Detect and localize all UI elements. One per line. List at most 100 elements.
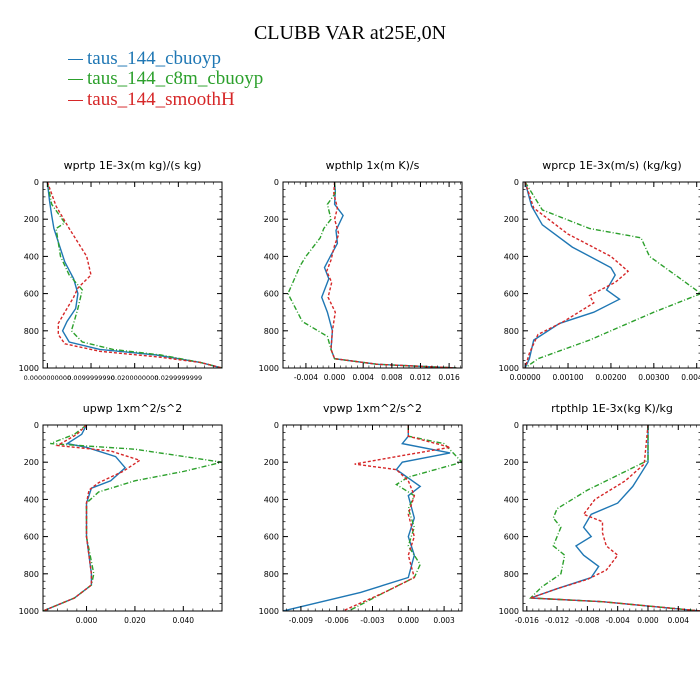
series-line-taus_144_c8m_cbuoyp bbox=[528, 425, 700, 611]
x-tick-label: 0.004 bbox=[352, 373, 374, 382]
subplot-1: wprtp 1E-3x(m kg)/(s kg) 0 200 400 600 800 100… bbox=[19, 159, 223, 382]
x-tick-label: -0.012 bbox=[545, 616, 569, 625]
y-tick-label: 400 bbox=[24, 252, 39, 261]
y-tick-label: 600 bbox=[264, 533, 279, 542]
series-line-taus_144_smoothH bbox=[530, 425, 700, 611]
series-line-taus_144_cbuoyp bbox=[283, 425, 451, 611]
x-tick-label: 0.0200000000 bbox=[111, 374, 159, 382]
y-tick-label: 200 bbox=[504, 215, 519, 224]
x-tick-label: 0.040 bbox=[173, 616, 195, 625]
series-line-taus_144_c8m_cbuoyp bbox=[43, 425, 222, 611]
y-tick-label: 400 bbox=[264, 495, 279, 504]
plot-frame bbox=[522, 424, 700, 612]
y-tick-label: 200 bbox=[24, 215, 39, 224]
series-line-taus_144_c8m_cbuoyp bbox=[46, 182, 222, 368]
y-tick-label: 200 bbox=[264, 215, 279, 224]
legend-label: taus_144_smoothH bbox=[87, 89, 235, 110]
plot-frame bbox=[42, 424, 223, 612]
y-tick-label: 1000 bbox=[259, 364, 279, 373]
y-tick-label: 600 bbox=[24, 290, 39, 299]
x-tick-label: 0.012 bbox=[410, 373, 432, 382]
figure-title: CLUBB VAR at25E,0N bbox=[253, 22, 447, 44]
x-tick-label: 0.00000 bbox=[510, 373, 541, 382]
series-line-taus_144_cbuoyp bbox=[530, 425, 700, 611]
subplot-title: rtpthlp 1E-3x(kg K)/kg bbox=[551, 402, 673, 415]
subplot-5: vpwp 1xm^2/s^2 0 200 400 600 800 1000 -0.009 -0.… bbox=[259, 402, 463, 625]
y-tick-label: 0 bbox=[34, 178, 39, 187]
y-tick-label: 600 bbox=[264, 290, 279, 299]
x-tick-label: -0.003 bbox=[360, 616, 384, 625]
x-tick-label: 0.003 bbox=[433, 616, 455, 625]
series-line-taus_144_cbuoyp bbox=[320, 182, 457, 368]
x-tick-label: 0.000 bbox=[76, 616, 98, 625]
series-line-taus_144_smoothH bbox=[524, 182, 630, 368]
y-tick-label: 800 bbox=[24, 570, 39, 579]
series-line-taus_144_cbuoyp bbox=[43, 425, 127, 611]
x-tick-label: 0.004 bbox=[668, 616, 690, 625]
subplot-6: rtpthlp 1E-3x(kg K)/kg02004006008001000-… bbox=[499, 402, 700, 625]
x-tick-label: 0.008 bbox=[381, 373, 403, 382]
x-tick-label: 0.0000000000 bbox=[24, 374, 72, 382]
plot-frame bbox=[522, 181, 700, 369]
y-tick-label: 200 bbox=[504, 458, 519, 467]
y-tick-label: 800 bbox=[264, 327, 279, 336]
y-tick-label: 400 bbox=[24, 495, 39, 504]
subplot-title: wprcp 1E-3x(m/s) (kg/kg) bbox=[542, 159, 681, 172]
y-tick-label: 1000 bbox=[259, 607, 279, 616]
y-tick-label: 0 bbox=[514, 178, 519, 187]
x-tick-label: 0.0299999999 bbox=[155, 374, 203, 382]
y-tick-label: 800 bbox=[504, 327, 519, 336]
legend-swatch bbox=[68, 79, 83, 81]
y-tick-label: 1000 bbox=[499, 607, 519, 616]
y-tick-label: 1000 bbox=[19, 364, 39, 373]
subplot-title: wpthlp 1x(m K)/s bbox=[326, 159, 420, 172]
series-line-taus_144_cbuoyp bbox=[46, 182, 222, 368]
series-line-taus_144_smoothH bbox=[46, 182, 222, 368]
x-tick-label: 0.0099999990 bbox=[67, 374, 115, 382]
x-tick-label: 0.000 bbox=[637, 616, 659, 625]
y-tick-label: 0 bbox=[514, 421, 519, 430]
x-tick-label: 0.00200 bbox=[595, 373, 626, 382]
y-tick-label: 800 bbox=[504, 570, 519, 579]
legend-label: taus_144_cbuoyp bbox=[87, 48, 222, 69]
y-tick-label: 400 bbox=[504, 495, 519, 504]
x-tick-label: 0.000 bbox=[398, 616, 420, 625]
subplot-3: wprcp 1E-3x(m/s) (kg/kg) 0 200 400 600 800 100… bbox=[499, 159, 700, 382]
series-line-taus_144_c8m_cbuoyp bbox=[348, 425, 462, 611]
series-line-taus_144_c8m_cbuoyp bbox=[287, 182, 457, 368]
x-tick-label: 0.000 bbox=[324, 373, 346, 382]
legend-entry-smoothh: taus_144_smoothH bbox=[68, 89, 235, 111]
series-line-taus_144_smoothH bbox=[43, 425, 142, 611]
series-line-taus_144_smoothH bbox=[325, 182, 457, 368]
x-tick-label: -0.008 bbox=[575, 616, 599, 625]
y-tick-label: 800 bbox=[24, 327, 39, 336]
y-tick-label: 1000 bbox=[499, 364, 519, 373]
y-tick-label: 800 bbox=[264, 570, 279, 579]
y-tick-label: 0 bbox=[274, 421, 279, 430]
x-tick-label: 0.00100 bbox=[553, 373, 584, 382]
legend-entry-cbuoyp: taus_144_cbuoyp bbox=[68, 48, 221, 70]
x-tick-label: -0.016 bbox=[515, 616, 539, 625]
y-tick-label: 600 bbox=[24, 533, 39, 542]
subplot-title: upwp 1xm^2/s^2 bbox=[83, 402, 183, 415]
y-tick-label: 600 bbox=[504, 533, 519, 542]
legend-swatch bbox=[68, 59, 83, 61]
y-tick-label: 0 bbox=[274, 178, 279, 187]
x-tick-label: 0.020 bbox=[124, 616, 146, 625]
y-tick-label: 400 bbox=[504, 252, 519, 261]
y-tick-label: 200 bbox=[264, 458, 279, 467]
series-line-taus_144_cbuoyp bbox=[524, 182, 621, 368]
x-tick-label: 0.00300 bbox=[638, 373, 669, 382]
legend-swatch bbox=[68, 100, 83, 102]
y-tick-label: 0 bbox=[34, 421, 39, 430]
y-tick-label: 1000 bbox=[19, 607, 39, 616]
x-tick-label: 0.016 bbox=[438, 373, 460, 382]
subplot-title: vpwp 1xm^2/s^2 bbox=[323, 402, 422, 415]
x-tick-label: -0.006 bbox=[325, 616, 349, 625]
x-tick-label: -0.004 bbox=[606, 616, 630, 625]
subplot-2: wpthlp 1x(m K)/s 0 200 400 600 800 1000 -0.004 0… bbox=[259, 159, 463, 382]
subplot-title: wprtp 1E-3x(m kg)/(s kg) bbox=[64, 159, 202, 172]
y-tick-label: 200 bbox=[24, 458, 39, 467]
